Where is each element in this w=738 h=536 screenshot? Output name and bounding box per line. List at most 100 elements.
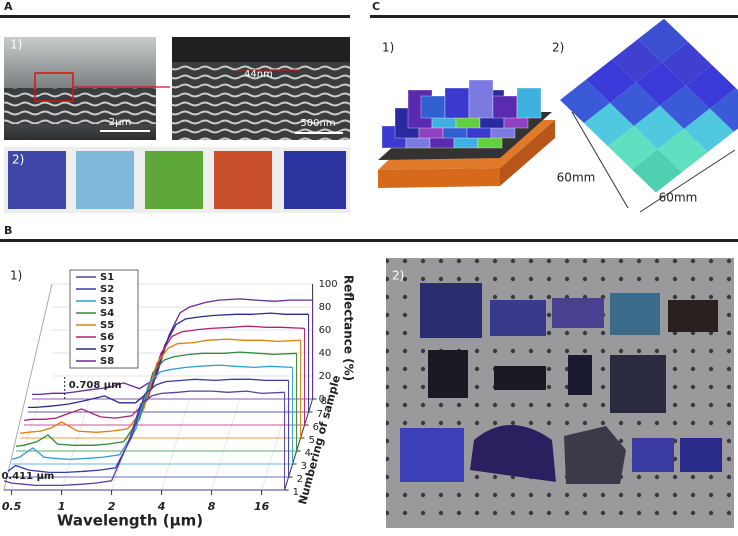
grid-line bbox=[61, 398, 90, 491]
legend-label: S2 bbox=[100, 284, 114, 295]
z-tick-label: 7 bbox=[317, 409, 323, 420]
tile bbox=[609, 82, 660, 126]
sample-photo bbox=[284, 151, 346, 209]
dim-line bbox=[639, 149, 736, 213]
panel-label: A bbox=[4, 0, 13, 13]
x-axis-title: Wavelength (μm) bbox=[57, 512, 203, 530]
x-tick-label: 8 bbox=[208, 500, 216, 513]
x-tick-label: 1 bbox=[58, 500, 66, 513]
film bbox=[420, 283, 482, 338]
film bbox=[428, 350, 468, 398]
sem-top bbox=[172, 37, 350, 62]
legend-label: S6 bbox=[100, 332, 114, 343]
sample-photo bbox=[76, 151, 134, 209]
cube bbox=[516, 87, 542, 119]
z-tick-label: 3 bbox=[301, 461, 307, 472]
legend-label: S1 bbox=[100, 272, 114, 283]
sample-photo bbox=[145, 151, 203, 209]
tile bbox=[586, 59, 636, 103]
panel-label: B bbox=[4, 224, 12, 237]
film bbox=[668, 300, 718, 332]
cube bbox=[492, 95, 518, 119]
legend-box bbox=[69, 269, 139, 369]
z-tick-label: 8 bbox=[321, 396, 327, 407]
tile bbox=[631, 149, 682, 193]
dim-label: 60mm bbox=[557, 171, 596, 185]
legend-label: S5 bbox=[100, 320, 114, 331]
scale-bar bbox=[295, 132, 343, 134]
checker-photo bbox=[560, 18, 738, 193]
legend-label: S7 bbox=[100, 344, 114, 355]
series-line bbox=[3, 390, 285, 487]
tile bbox=[661, 41, 712, 86]
sem-layers bbox=[4, 88, 156, 124]
cube bbox=[420, 95, 446, 119]
film bbox=[564, 426, 626, 484]
scale-bar bbox=[100, 130, 150, 132]
tile bbox=[583, 102, 634, 147]
panel-label: C bbox=[372, 0, 380, 13]
x-tick-label: 4 bbox=[157, 500, 166, 513]
sub-label: 2) bbox=[12, 153, 24, 167]
legend-label: S3 bbox=[100, 296, 114, 307]
film bbox=[400, 428, 464, 482]
tile bbox=[683, 108, 734, 152]
y-tick-label: 40 bbox=[319, 348, 332, 359]
sub-label: 1) bbox=[10, 269, 22, 283]
z-tick-label: 6 bbox=[313, 422, 319, 433]
sub-label: 2) bbox=[392, 269, 404, 283]
tile bbox=[560, 79, 610, 124]
tile bbox=[685, 65, 736, 109]
sample-photo bbox=[214, 151, 272, 209]
substrate-side bbox=[378, 168, 500, 188]
film bbox=[494, 366, 546, 390]
series-line bbox=[7, 378, 289, 474]
sample-photo bbox=[8, 151, 66, 209]
tile bbox=[659, 85, 710, 129]
sub-label: 2) bbox=[552, 41, 564, 55]
dim-line bbox=[571, 111, 629, 209]
series-line bbox=[23, 325, 305, 422]
dim-label: 60mm bbox=[659, 191, 698, 205]
film bbox=[552, 298, 604, 328]
sub-label: 1) bbox=[10, 38, 22, 52]
film bbox=[680, 438, 722, 472]
film bbox=[632, 438, 674, 472]
feature-label: 44nm bbox=[244, 69, 273, 80]
axis bbox=[3, 283, 53, 491]
series-line bbox=[11, 364, 293, 461]
substrate-side bbox=[500, 120, 555, 186]
checker-grid bbox=[560, 18, 738, 193]
grid-line bbox=[161, 398, 190, 491]
y-tick-label: 80 bbox=[319, 302, 332, 313]
tile bbox=[612, 39, 662, 83]
y-axis-title: Reflectance (%) bbox=[342, 275, 356, 381]
tile bbox=[638, 18, 688, 63]
film bbox=[610, 355, 666, 413]
scale-label: 2μm bbox=[109, 117, 131, 128]
z-tick-label: 4 bbox=[305, 448, 311, 459]
y-tick-label: 20 bbox=[319, 371, 332, 382]
rule bbox=[0, 15, 350, 18]
film bbox=[470, 425, 556, 482]
axis bbox=[284, 398, 314, 491]
tile bbox=[657, 128, 708, 173]
tile bbox=[607, 125, 658, 170]
x-tick-label: 2 bbox=[108, 500, 116, 513]
tile bbox=[709, 88, 738, 132]
series-line bbox=[19, 338, 301, 435]
annotation: 0.411 μm bbox=[1, 471, 54, 482]
legend-label: S8 bbox=[100, 356, 114, 367]
legend-label: S4 bbox=[100, 308, 114, 319]
y-tick-label: 0 bbox=[319, 394, 325, 405]
x-tick-label: 16 bbox=[254, 500, 270, 513]
cube bbox=[468, 79, 494, 119]
tile bbox=[635, 62, 686, 106]
y-tick-label: 60 bbox=[319, 325, 332, 336]
scale-label: 500nm bbox=[300, 118, 335, 129]
tile bbox=[633, 105, 684, 150]
z-tick-label: 1 bbox=[293, 487, 299, 498]
